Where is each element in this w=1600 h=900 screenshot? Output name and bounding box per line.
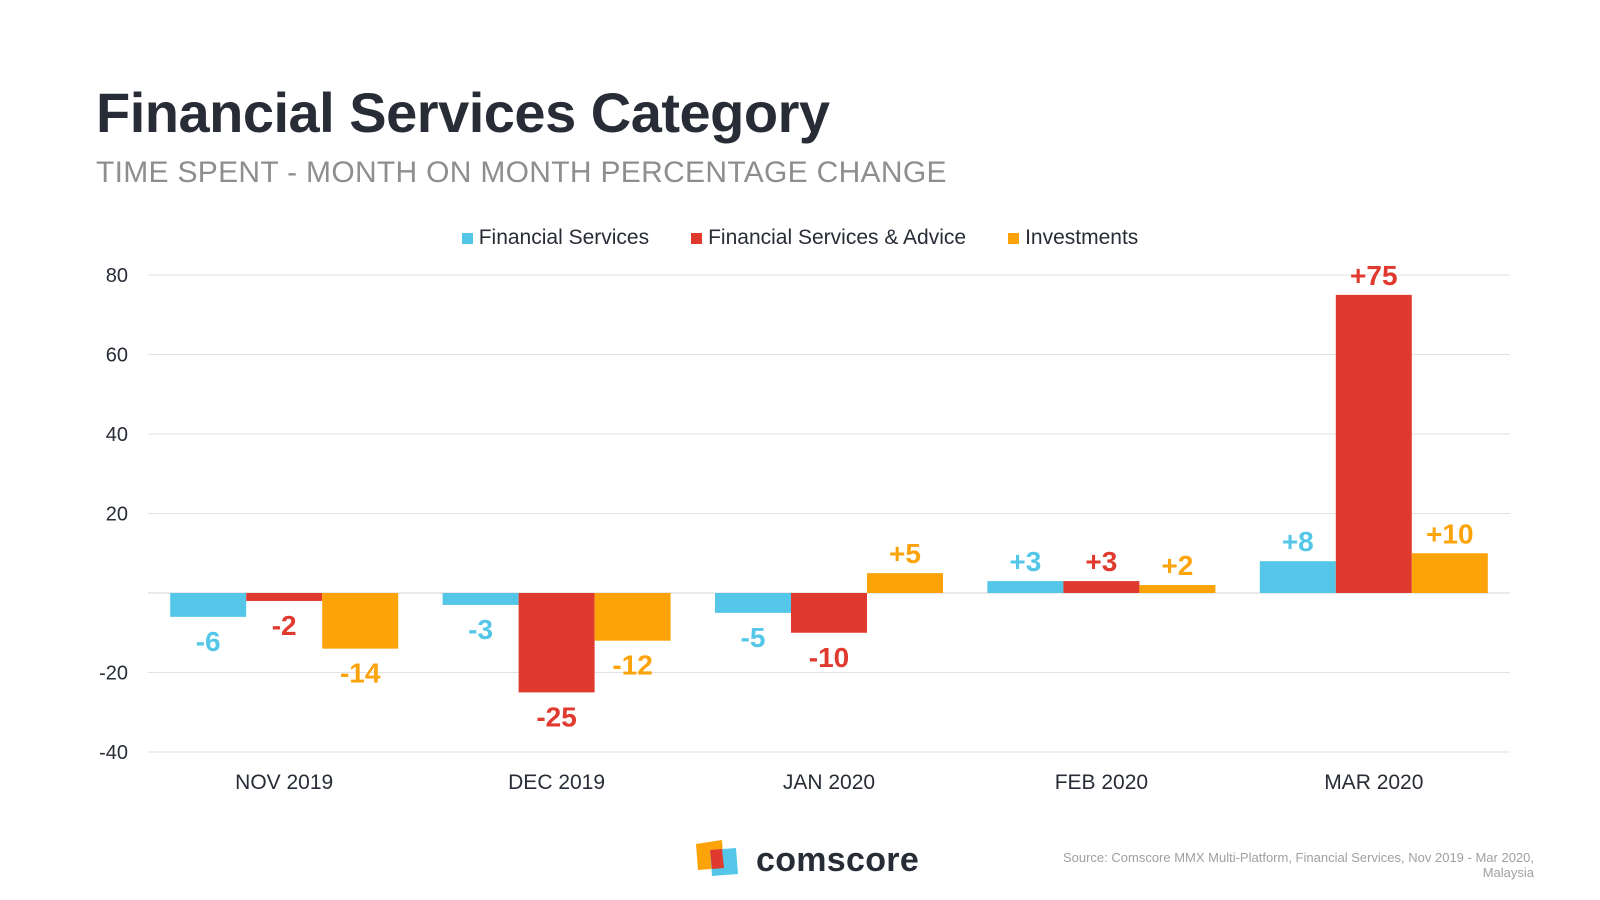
legend-swatch-financial-services: [461, 232, 473, 244]
legend-label-financial-services-advice: Financial Services & Advice: [708, 226, 967, 249]
bar: [1335, 294, 1412, 593]
data-label: -10: [809, 642, 849, 673]
bar: [442, 593, 519, 605]
x-tick-label: JAN 2020: [783, 771, 875, 794]
y-tick-label: 60: [106, 345, 128, 367]
legend-swatch-investments: [1008, 232, 1020, 244]
x-tick-label: MAR 2020: [1324, 771, 1423, 794]
chart-legend: Financial Services Financial Services & …: [0, 226, 1600, 250]
bar: [867, 573, 943, 593]
comscore-logo-icon: [696, 840, 738, 876]
data-label: +5: [889, 538, 921, 569]
chart-title: Financial Services Category: [96, 81, 830, 144]
data-label: -12: [612, 650, 652, 681]
data-label: +8: [1282, 526, 1314, 557]
source-note: Source: Comscore MMX Multi-Platform, Fin…: [1062, 850, 1534, 880]
data-label: -2: [272, 610, 297, 641]
x-tick-label: DEC 2019: [508, 771, 605, 794]
data-label: -3: [468, 614, 493, 645]
bar: [715, 593, 791, 613]
comscore-logo-text: comscore: [756, 840, 920, 879]
bar: [987, 581, 1064, 593]
bar: [594, 593, 671, 641]
bar: [246, 593, 323, 601]
data-label: +2: [1161, 550, 1193, 581]
bar: [1139, 585, 1216, 593]
chart-subtitle: TIME SPENT - MONTH ON MONTH PERCENTAGE C…: [96, 156, 947, 189]
data-label: -6: [196, 626, 221, 657]
data-label: +3: [1085, 546, 1117, 577]
legend-label-financial-services: Financial Services: [478, 226, 650, 249]
data-label: -5: [741, 622, 766, 653]
bar: [170, 593, 247, 617]
data-label: +75: [1350, 260, 1398, 291]
bar: [1411, 553, 1488, 593]
data-label: -14: [340, 658, 381, 689]
bar: [791, 593, 867, 633]
bar: [1063, 581, 1140, 593]
y-tick-label: -20: [99, 663, 128, 685]
y-tick-label: 20: [106, 504, 128, 526]
legend-item-investments: Investments: [1008, 226, 1138, 250]
x-tick-label: FEB 2020: [1055, 771, 1148, 794]
y-tick-label: -40: [99, 742, 128, 764]
data-label: +3: [1009, 546, 1041, 577]
y-tick-label: 80: [106, 265, 128, 287]
legend-label-investments: Investments: [1025, 226, 1139, 249]
data-label: +10: [1426, 518, 1474, 549]
bar: [1259, 561, 1336, 593]
bar: [322, 593, 399, 649]
legend-item-financial-services-advice: Financial Services & Advice: [691, 226, 966, 250]
legend-swatch-financial-services-advice: [691, 232, 703, 244]
bar: [518, 593, 595, 693]
legend-item-financial-services: Financial Services: [461, 226, 650, 250]
x-tick-label: NOV 2019: [235, 771, 333, 794]
comscore-logo: comscore: [696, 840, 919, 880]
data-label: -25: [536, 701, 576, 732]
y-tick-label: 40: [106, 424, 128, 446]
